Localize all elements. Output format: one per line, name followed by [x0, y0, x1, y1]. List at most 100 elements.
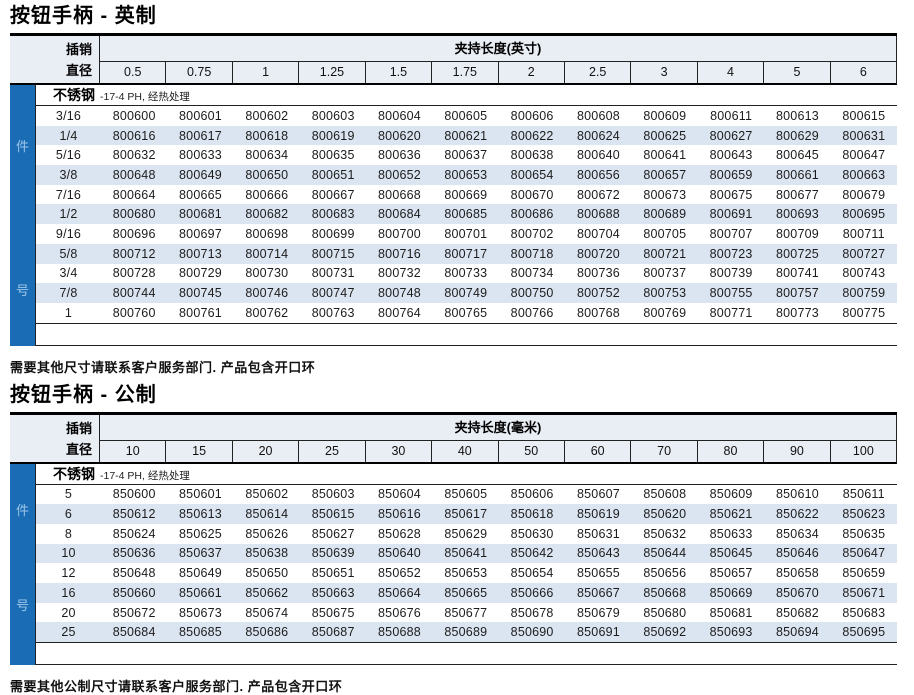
part-number-cell: 850658 — [775, 566, 819, 581]
column-header: 3 — [630, 62, 696, 83]
part-number-cell: 800680 — [112, 207, 156, 222]
footer-strip — [36, 643, 897, 666]
part-number-cell: 800675 — [709, 187, 753, 202]
size-cell: 5/8 — [59, 246, 78, 261]
part-number-cell: 800755 — [709, 286, 753, 301]
part-number-cell: 800730 — [245, 266, 289, 281]
table-row: 5/16 800632 800633 800634 800635 800636 800637… — [36, 145, 897, 165]
part-number-cell: 850623 — [842, 507, 886, 522]
part-number-cell: 800775 — [842, 305, 886, 320]
part-number-cell: 800616 — [112, 128, 156, 143]
column-header: 6 — [829, 62, 896, 83]
material-row: 不锈钢 -17-4 PH, 经热处理 — [36, 85, 897, 106]
clamp-length-span-label: 夹持长度(英寸) — [100, 36, 896, 62]
part-number-cell: 800707 — [709, 226, 753, 241]
part-number-cell: 800649 — [179, 167, 222, 182]
part-number-cell: 800673 — [643, 187, 687, 202]
part-number-side-column: 件 号 — [10, 85, 35, 346]
clamp-length-header-group: 夹持长度(英寸) 0.5 0.75 1 1.25 1.5 1.75 2 2.5 3 4 5 6 — [100, 36, 896, 83]
part-number-cell: 800679 — [842, 187, 886, 202]
part-number-cell: 850665 — [444, 585, 488, 600]
part-number-cell: 800640 — [577, 148, 620, 163]
part-number-cell: 800600 — [112, 108, 156, 123]
part-number-cell: 800629 — [775, 128, 819, 143]
part-number-cell: 850661 — [179, 585, 222, 600]
part-number-cell: 850636 — [112, 546, 156, 561]
part-number-cell: 850629 — [444, 526, 488, 541]
column-header: 30 — [364, 440, 431, 462]
side-label-bottom: 号 — [15, 282, 29, 298]
part-number-cell: 850627 — [311, 526, 355, 541]
part-number-cell: 800681 — [179, 207, 222, 222]
metric-table-content: 不锈钢 -17-4 PH, 经热处理 5 850600 850601 850602 85… — [35, 463, 897, 666]
part-number-cell: 850684 — [112, 625, 156, 640]
part-number-cell: 800714 — [245, 246, 289, 261]
part-number-cell: 800601 — [179, 108, 222, 123]
part-number-cell: 800762 — [245, 305, 289, 320]
material-note: -17-4 PH, 经热处理 — [100, 91, 190, 103]
part-number-cell: 800637 — [444, 148, 488, 163]
part-number-cell: 850644 — [643, 546, 687, 561]
part-number-cell: 850613 — [179, 507, 222, 522]
part-number-cell: 850688 — [378, 625, 421, 640]
part-number-cell: 800613 — [775, 108, 819, 123]
table-row: 16 850660 850661 850662 850663 850664 850665 85… — [36, 583, 897, 603]
part-number-cell: 850657 — [709, 566, 753, 581]
part-number-cell: 850641 — [444, 546, 488, 561]
part-number-cell: 850686 — [245, 625, 289, 640]
part-number-cell: 800664 — [112, 187, 156, 202]
part-number-cell: 850614 — [245, 507, 289, 522]
pin-diameter-line1: 插销 — [65, 42, 92, 57]
part-number-cell: 800620 — [378, 128, 421, 143]
part-number-cell: 800718 — [510, 246, 554, 261]
part-number-cell: 800617 — [179, 128, 222, 143]
table-row: 10 850636 850637 850638 850639 850640 850641 85… — [36, 543, 897, 564]
material-name: 不锈钢 — [53, 465, 95, 482]
imperial-footnote: 需要其他尺寸请联系客户服务部门. 产品包含开口环 — [10, 359, 316, 375]
part-number-cell: 850646 — [775, 546, 819, 561]
material-note: -17-4 PH, 经热处理 — [100, 469, 190, 482]
part-number-cell: 800682 — [245, 207, 289, 222]
part-number-cell: 800745 — [179, 286, 222, 301]
footer-strip — [36, 323, 897, 346]
column-header: 80 — [696, 440, 763, 462]
part-number-cell: 800744 — [112, 286, 156, 301]
part-number-cell: 800765 — [444, 305, 488, 320]
part-number-cell: 850670 — [775, 585, 819, 600]
column-header: 4 — [696, 62, 763, 83]
part-number-cell: 850606 — [510, 487, 554, 502]
table-row: 12 850648 850649 850650 850651 850652 850653 85… — [36, 563, 897, 583]
part-number-cell: 850630 — [510, 526, 554, 541]
part-number-cell: 800653 — [444, 167, 488, 182]
part-number-cell: 800696 — [112, 226, 156, 241]
part-number-cell: 800728 — [112, 266, 156, 281]
part-number-cell: 800727 — [842, 246, 886, 261]
column-header: 0.5 — [124, 65, 142, 79]
part-number-cell: 850639 — [311, 546, 355, 561]
part-number-cell: 800615 — [842, 108, 886, 123]
metric-footnote: 需要其他公制尺寸请联系客户服务部门. 产品包含开口环 — [10, 679, 343, 695]
part-number-cell: 800759 — [842, 286, 886, 301]
part-number-cell: 800711 — [842, 226, 885, 241]
metric-table-title: 按钮手柄 - 公制 — [10, 383, 157, 406]
part-number-cell: 800666 — [245, 187, 289, 202]
part-number-cell: 800625 — [643, 128, 687, 143]
part-number-cell: 800720 — [577, 246, 620, 261]
part-number-cell: 850675 — [311, 605, 355, 620]
size-cell: 3/16 — [55, 108, 82, 123]
part-number-cell: 850650 — [245, 566, 289, 581]
part-number-cell: 800693 — [775, 207, 819, 222]
part-number-cell: 800709 — [775, 226, 819, 241]
part-number-cell: 850669 — [709, 585, 753, 600]
part-number-cell: 850618 — [510, 507, 554, 522]
column-headers: 10 15 20 25 30 40 50 60 70 80 90 100 — [100, 440, 896, 462]
part-number-cell: 850648 — [112, 566, 156, 581]
part-number-cell: 850631 — [577, 526, 620, 541]
column-header: 2 — [497, 62, 564, 83]
part-number-cell: 800672 — [577, 187, 620, 202]
part-number-cell: 800633 — [179, 148, 222, 163]
part-number-cell: 850634 — [775, 526, 819, 541]
part-number-cell: 800701 — [444, 226, 488, 241]
part-number-cell: 850683 — [842, 605, 886, 620]
size-cell: 7/16 — [55, 187, 82, 202]
